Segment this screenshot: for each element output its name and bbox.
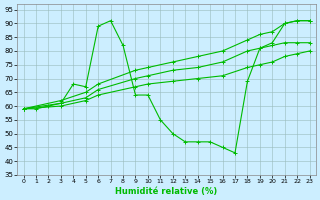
X-axis label: Humidité relative (%): Humidité relative (%) <box>116 187 218 196</box>
